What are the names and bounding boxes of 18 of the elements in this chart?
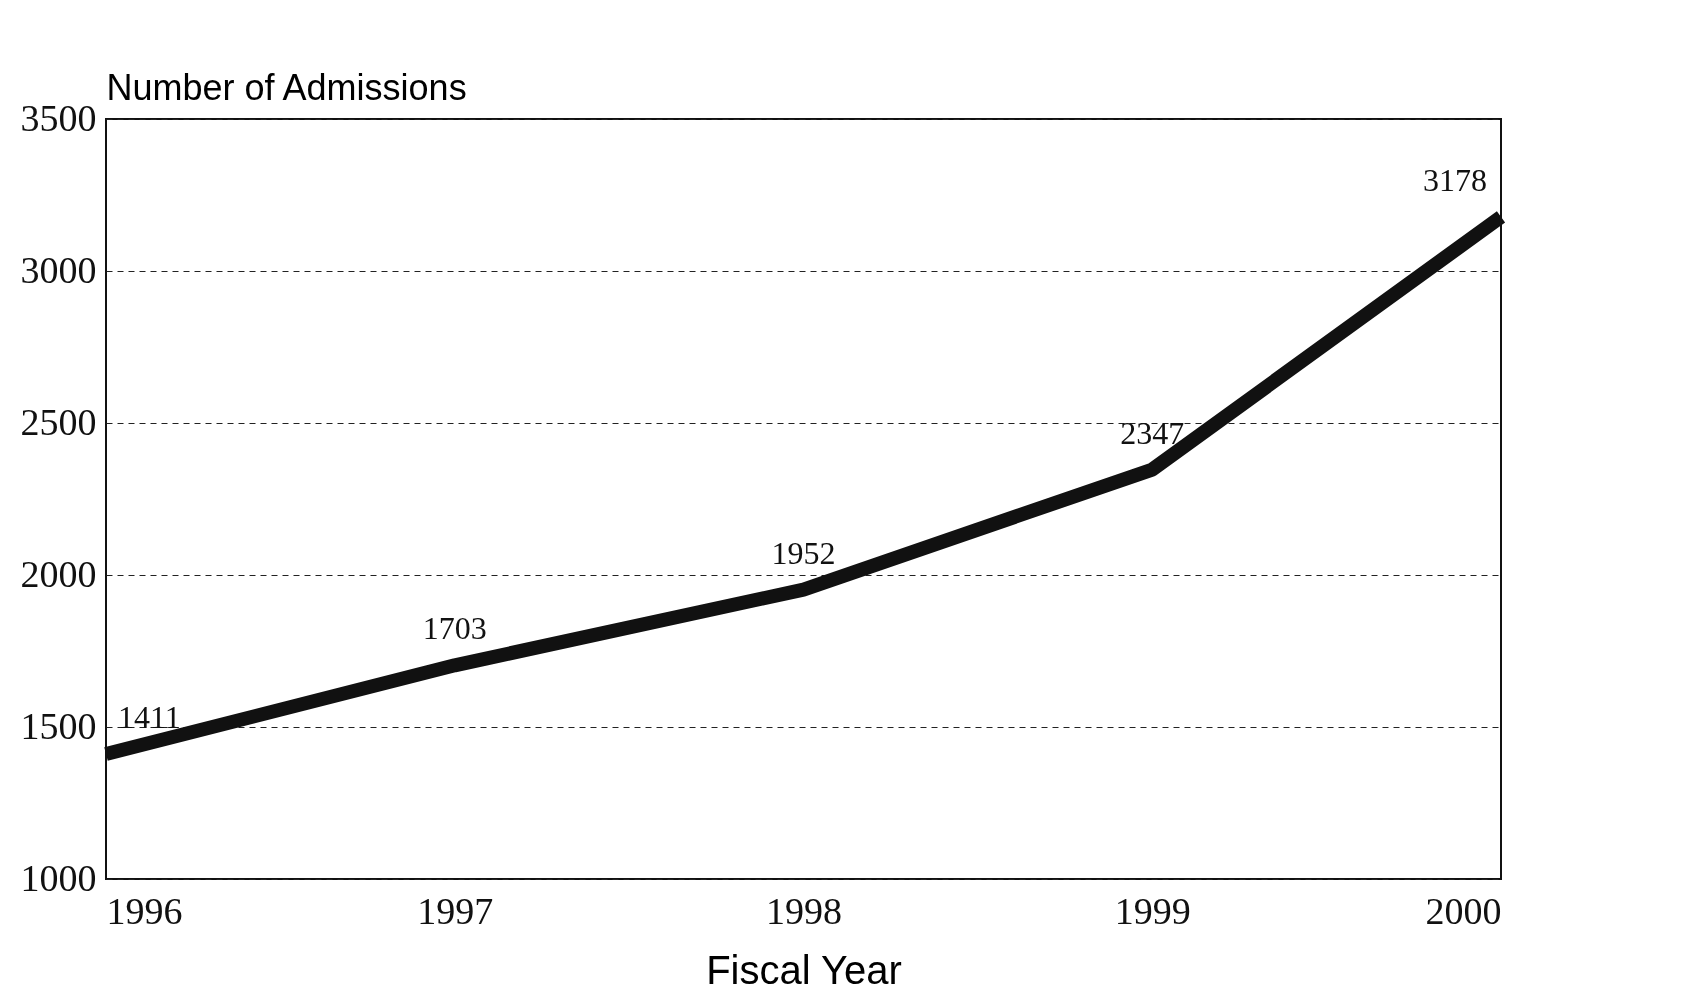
y-tick-label: 2500 <box>20 400 97 443</box>
x-tick-label: 1996 <box>106 889 183 932</box>
y-tick-label: 1500 <box>20 704 97 747</box>
data-label: 1952 <box>771 534 836 571</box>
data-label: 1703 <box>422 610 487 647</box>
data-label: 2347 <box>1120 414 1185 451</box>
x-tick-label: 1997 <box>417 889 494 932</box>
x-tick-label: 1998 <box>766 889 842 932</box>
y-tick-label: 1000 <box>20 856 97 899</box>
y-tick-label: 3500 <box>20 96 97 139</box>
x-axis-title: Fiscal Year <box>706 947 902 992</box>
x-tick-label: 1999 <box>1114 889 1191 932</box>
data-label: 3178 <box>1423 161 1487 198</box>
data-label: 1411 <box>118 699 181 736</box>
x-tick-label: 2000 <box>1425 889 1502 932</box>
y-tick-label: 3000 <box>20 248 97 291</box>
y-tick-label: 2000 <box>20 552 97 595</box>
y-axis-title: Number of Admissions <box>106 66 467 108</box>
